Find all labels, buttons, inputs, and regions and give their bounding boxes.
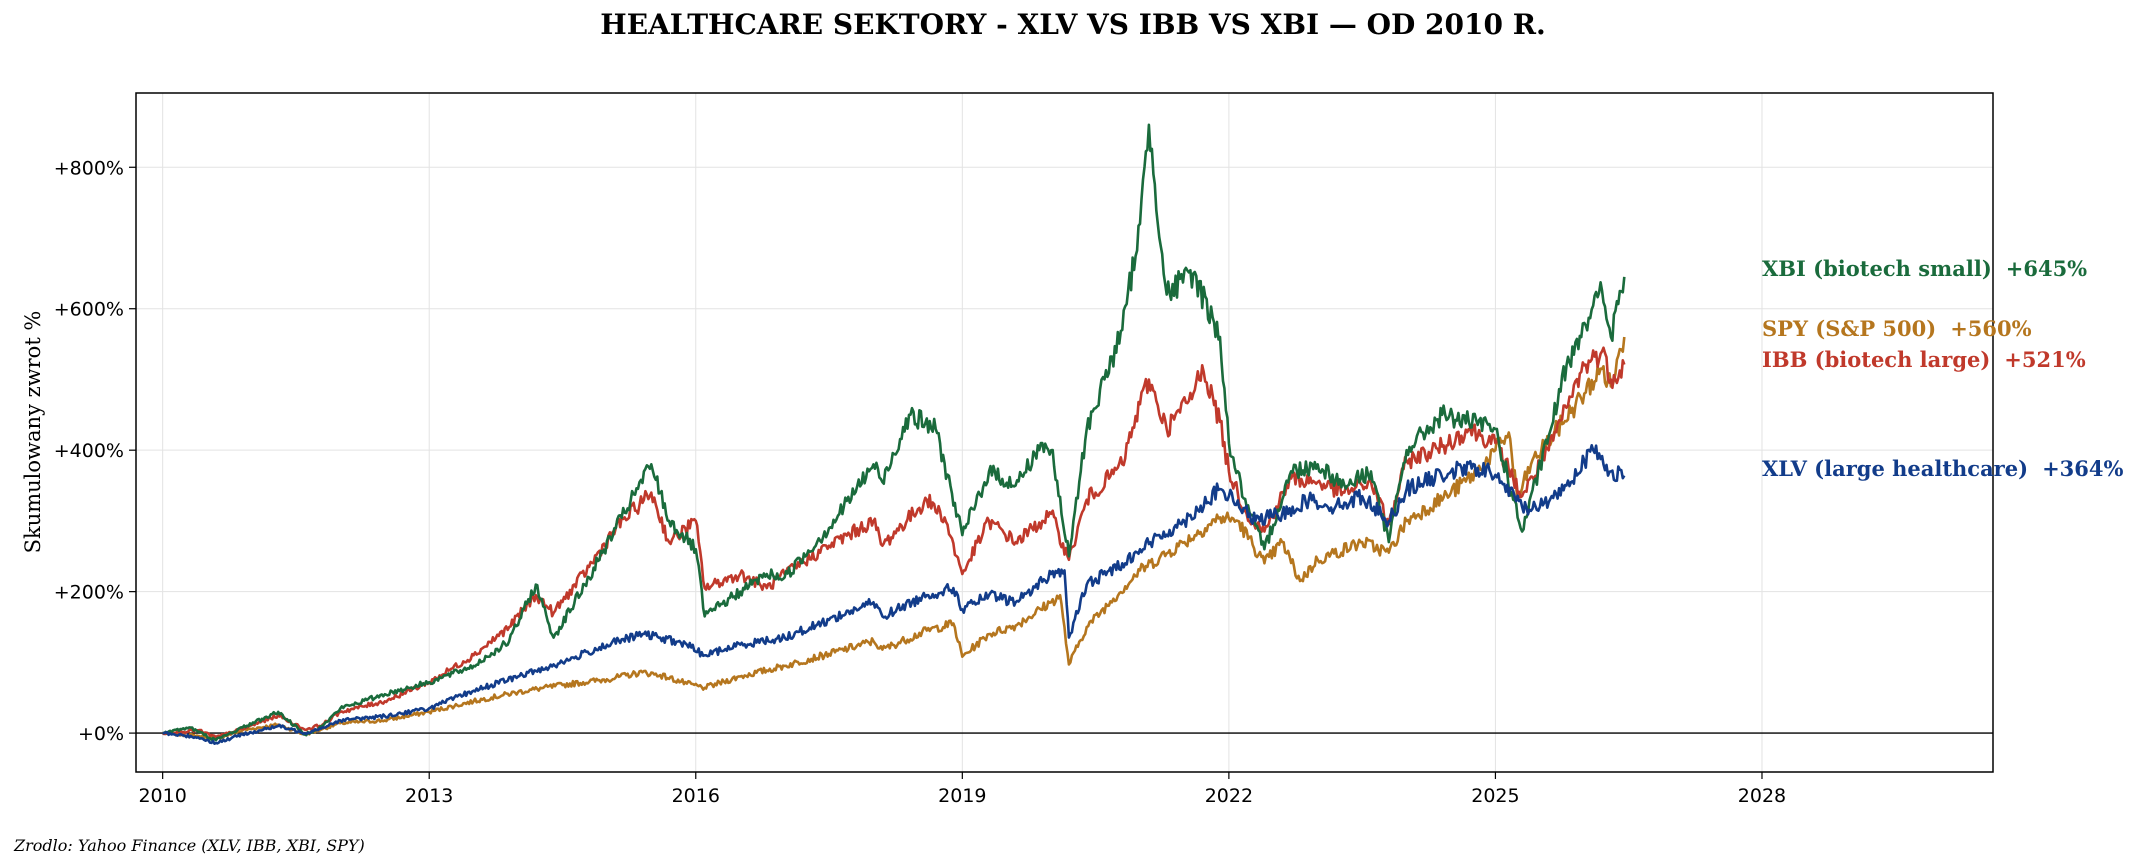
series-line-spy [162, 336, 1626, 741]
series-name: XBI (biotech small) [1762, 256, 1992, 281]
series-line-xbi [162, 123, 1626, 742]
series-end-value: +364% [2042, 456, 2123, 481]
plot-frame [135, 92, 1994, 773]
x-tick-label: 2016 [672, 785, 720, 807]
x-tick-label: 2013 [405, 785, 453, 807]
source-note: Zrodlo: Yahoo Finance (XLV, IBB, XBI, SP… [13, 836, 365, 855]
series-label-xbi: XBI (biotech small) +645% [1762, 256, 2087, 281]
x-tick-label: 2019 [938, 785, 986, 807]
y-tick-label: +0% [78, 723, 124, 745]
series-line-ibb [161, 346, 1626, 739]
y-tick-label: +200% [54, 582, 124, 604]
x-tick-label: 2028 [1738, 785, 1786, 807]
axis-ticks: 2010 2013 2016 2019 2022 2025 2028 +0% +200% +400… [54, 157, 1786, 807]
series-end-value: +560% [1950, 316, 2031, 341]
series-end-value: +645% [2006, 256, 2087, 281]
x-tick-label: 2010 [138, 785, 186, 807]
series-name: IBB (biotech large) [1762, 347, 1990, 372]
series-end-value: +521% [2004, 347, 2085, 372]
y-tick-label: +800% [54, 157, 124, 179]
series-end-labels: SPY (S&P 500) +560% IBB (biotech large) +52… [1762, 256, 2123, 481]
series-lines [161, 123, 1626, 745]
x-tick-label: 2025 [1471, 785, 1519, 807]
series-label-xlv: XLV (large healthcare) +364% [1762, 456, 2123, 481]
grid [136, 93, 1993, 772]
series-line-xlv [162, 444, 1626, 745]
y-tick-label: +400% [54, 440, 124, 462]
series-label-spy: SPY (S&P 500) +560% [1762, 316, 2032, 341]
y-tick-label: +600% [54, 299, 124, 321]
series-name: XLV (large healthcare) [1762, 456, 2028, 481]
y-axis-label: Skumulowany zwrot % [21, 311, 45, 554]
series-name: SPY (S&P 500) [1762, 316, 1936, 341]
chart-title: HEALTHCARE SEKTORY - XLV VS IBB VS XBI —… [600, 8, 1545, 41]
series-label-ibb: IBB (biotech large) +521% [1762, 347, 2086, 372]
x-tick-label: 2022 [1205, 785, 1253, 807]
